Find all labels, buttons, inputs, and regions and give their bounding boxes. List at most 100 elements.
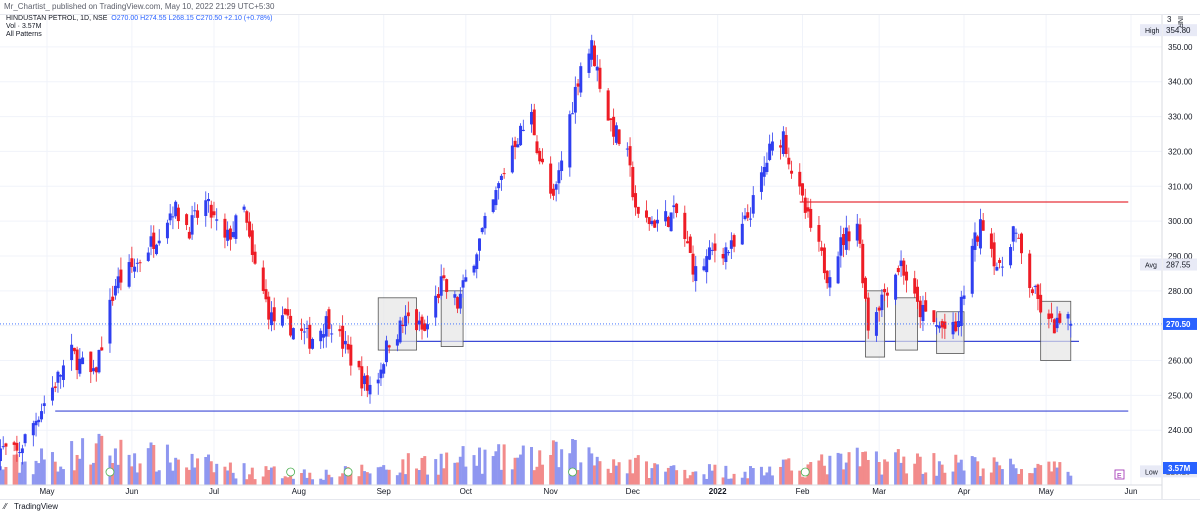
candle-body xyxy=(415,309,419,331)
volume-bar xyxy=(272,466,276,485)
volume-bar xyxy=(480,473,484,485)
volume-bars xyxy=(0,433,1073,485)
volume-bar xyxy=(883,459,887,485)
volume-legend[interactable]: Vol · 3.57M xyxy=(6,23,42,30)
candle-body xyxy=(587,53,591,73)
candle-body xyxy=(491,199,495,212)
axis-top-label: 3 xyxy=(1167,15,1172,24)
candle-body xyxy=(628,146,632,166)
chart-legend[interactable]: HINDUSTAN PETROL, 1D, NSE O270.00 H274.5… xyxy=(6,15,272,39)
volume-bar xyxy=(223,466,227,485)
candle-body xyxy=(207,198,211,202)
x-tick-label: May xyxy=(39,487,54,496)
candle-body xyxy=(1028,253,1032,289)
volume-bar xyxy=(436,474,440,485)
volume-bar xyxy=(174,457,178,485)
candle-body xyxy=(215,219,219,221)
candle-body xyxy=(631,166,635,198)
candle-body xyxy=(768,143,772,160)
volume-bar xyxy=(905,473,909,485)
candle-body xyxy=(234,215,238,239)
volume-bar xyxy=(705,478,709,485)
x-tick-label: Nov xyxy=(544,487,558,496)
candle-body xyxy=(248,221,252,237)
candle-body xyxy=(614,125,618,143)
candle-body xyxy=(981,220,985,231)
volume-bar xyxy=(228,462,232,485)
volume-bar xyxy=(989,472,993,485)
candle-body xyxy=(157,240,161,244)
candle-body xyxy=(185,214,189,226)
volume-bar xyxy=(954,454,958,485)
volume-bar xyxy=(231,472,235,485)
event-marker xyxy=(343,467,353,477)
candle-body xyxy=(675,203,679,214)
volume-bar xyxy=(212,472,216,485)
candle-body xyxy=(130,258,134,267)
volume-bar xyxy=(196,458,200,485)
candle-body xyxy=(825,270,829,284)
volume-bar xyxy=(1000,469,1004,485)
candle-body xyxy=(762,166,766,177)
y-tick-label: 290.00 xyxy=(1168,252,1193,261)
chart-settings-icon[interactable]: E xyxy=(1114,469,1125,480)
candle-body xyxy=(724,247,728,263)
candle-body xyxy=(951,321,955,335)
candle-body xyxy=(499,175,503,181)
volume-bar xyxy=(478,447,482,485)
volume-bar xyxy=(790,470,794,485)
volume-bar xyxy=(269,467,273,485)
candle-body xyxy=(863,277,867,299)
volume-bar xyxy=(694,471,698,485)
volume-bar xyxy=(1030,473,1034,485)
volume-bar xyxy=(338,476,342,485)
volume-bar xyxy=(113,448,117,485)
candle-body xyxy=(1014,232,1018,234)
price-tag-value: 287.55 xyxy=(1166,261,1191,270)
volume-bar xyxy=(557,467,561,485)
volume-bar xyxy=(502,444,506,485)
publish-line: Mr_Chartist_ published on TradingView.co… xyxy=(0,0,1200,15)
volume-bar xyxy=(675,470,679,485)
candle-body xyxy=(932,310,936,322)
volume-bar xyxy=(1039,465,1043,485)
volume-bar xyxy=(37,463,41,485)
volume-bar xyxy=(209,461,213,485)
candle-body xyxy=(866,297,870,331)
candle-body xyxy=(540,158,544,163)
candle-body xyxy=(902,260,906,276)
volume-bar xyxy=(283,476,287,485)
candle-body xyxy=(609,118,613,120)
volume-bar xyxy=(579,462,583,485)
volume-bar xyxy=(803,477,807,485)
axis-unit-label: INR xyxy=(1176,16,1183,28)
svg-text:E: E xyxy=(1117,473,1122,480)
volume-bar xyxy=(606,468,610,485)
candle-body xyxy=(398,320,402,343)
candle-body xyxy=(302,331,306,333)
event-marker xyxy=(286,467,296,477)
candle-body xyxy=(1047,313,1051,319)
volume-bar xyxy=(554,441,558,485)
price-tag-bg xyxy=(1163,317,1197,330)
symbol-title[interactable]: HINDUSTAN PETROL, 1D, NSE xyxy=(6,15,108,22)
candle-body xyxy=(168,213,172,221)
candle-body xyxy=(683,212,687,240)
x-tick-label: Jun xyxy=(125,487,138,496)
patterns-legend[interactable]: All Patterns xyxy=(6,31,42,38)
y-tick-label: 280.00 xyxy=(1168,287,1193,296)
volume-bar xyxy=(959,459,963,485)
volume-bar xyxy=(935,475,939,485)
candle-body xyxy=(174,201,178,217)
candle-body xyxy=(116,276,120,289)
candle-body xyxy=(721,253,725,259)
candle-body xyxy=(436,294,440,298)
candle-body xyxy=(877,307,881,311)
candle-body xyxy=(272,307,276,322)
volume-bar xyxy=(858,466,862,485)
volume-bar xyxy=(634,457,638,485)
plot-area[interactable] xyxy=(0,14,1160,499)
volume-bar xyxy=(261,476,265,485)
price-axis: 240.00250.00260.00270.00280.00290.00300.… xyxy=(1168,43,1193,435)
